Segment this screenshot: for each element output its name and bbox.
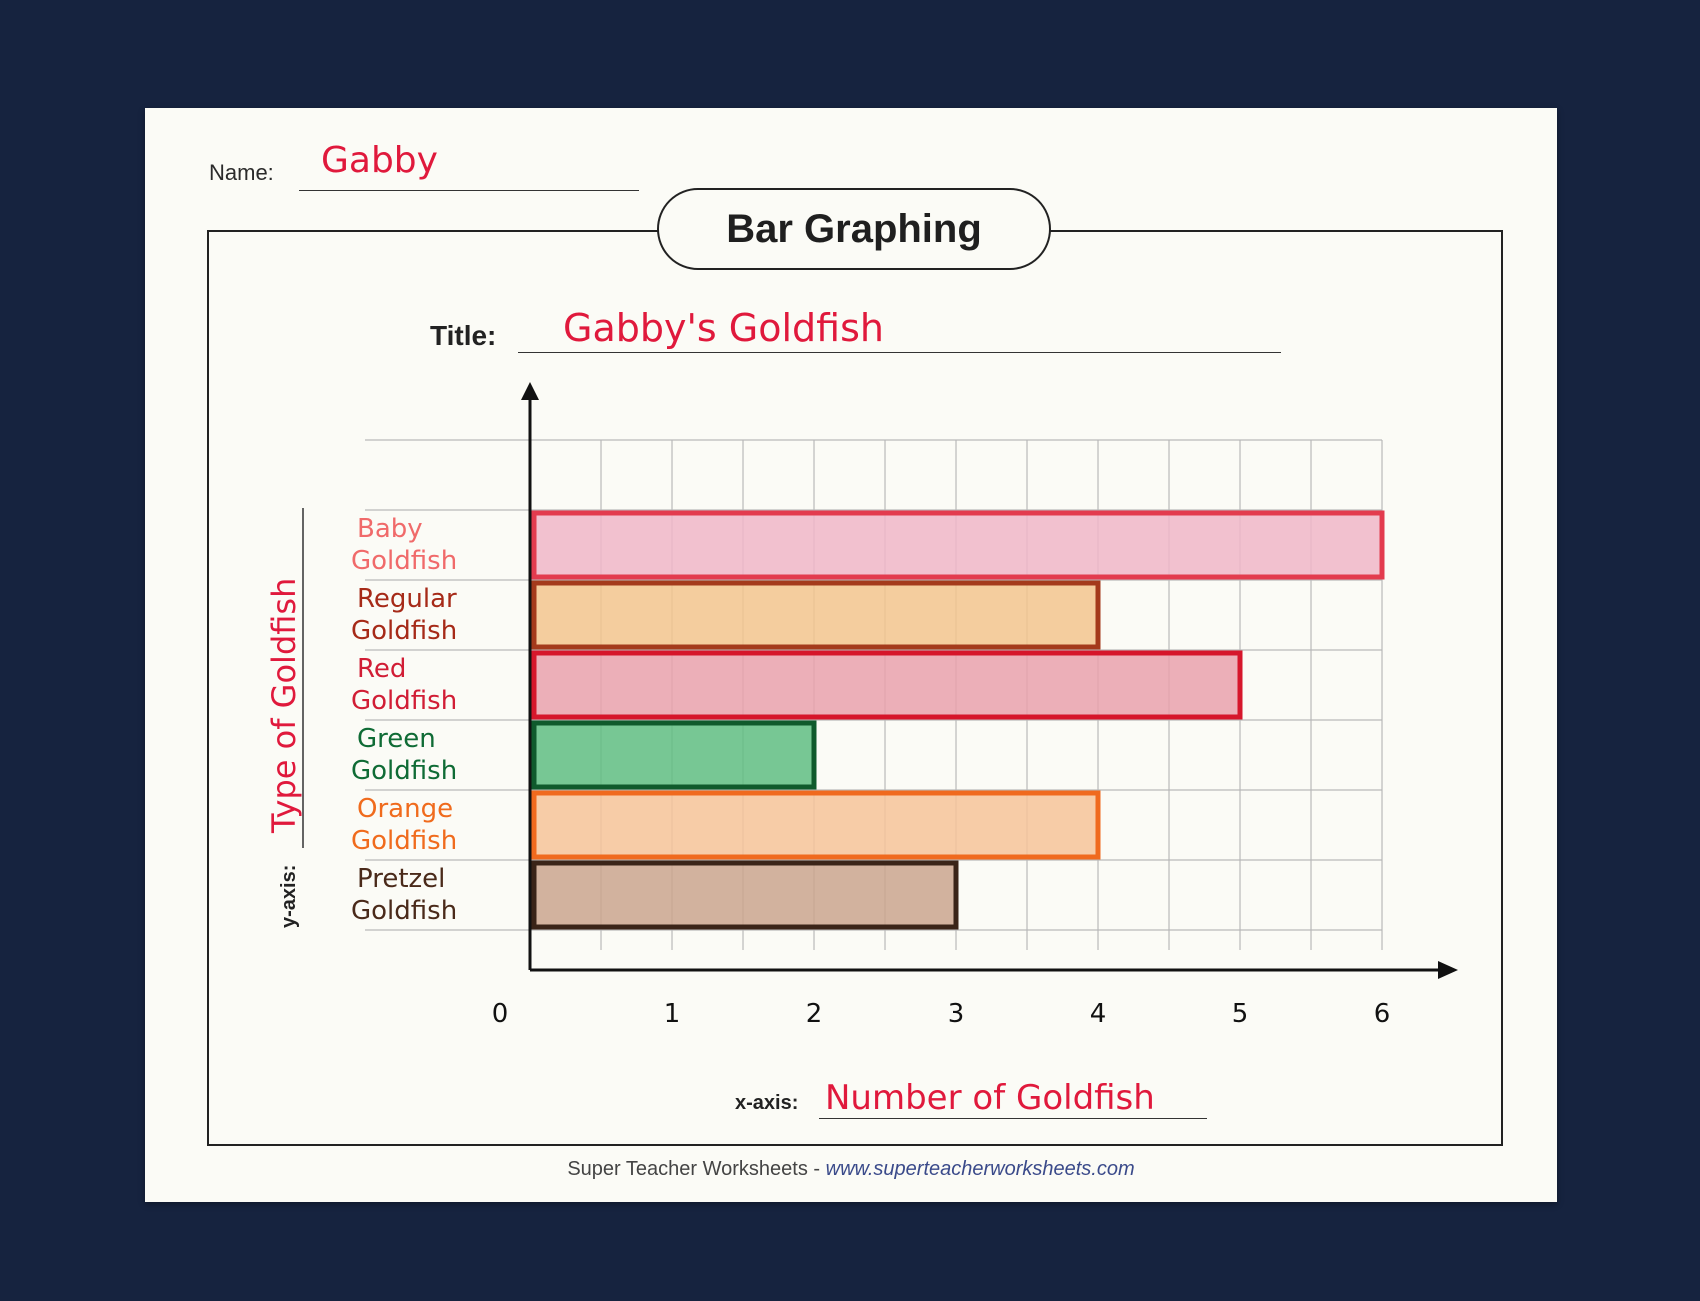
- x-axis-arrow-icon: [1438, 961, 1458, 979]
- x-axis-label: x-axis:: [735, 1092, 799, 1114]
- title-underline: [518, 352, 1281, 353]
- category-label: Baby Goldfish: [351, 514, 457, 576]
- bar-chart: 0 1 2 3 4 5 6 Baby Goldfish Regular Goldfish Red Gol…: [265, 382, 1458, 1029]
- x-tick-label: 6: [1374, 999, 1391, 1029]
- footer-brand: Super Teacher Worksheets: [567, 1158, 808, 1180]
- bar: [531, 510, 1385, 580]
- bar: [531, 860, 959, 930]
- y-axis-label: y-axis:: [278, 865, 300, 928]
- x-tick-label: 1: [664, 999, 681, 1029]
- name-row: Name: Gabby: [209, 140, 659, 200]
- category-label: Regular Goldfish: [351, 584, 457, 646]
- y-axis-caption: y-axis: Type of Goldfish: [265, 508, 304, 928]
- x-tick-label: 4: [1090, 999, 1107, 1029]
- bar: [531, 790, 1101, 860]
- y-axis-title: Type of Goldfish: [265, 578, 303, 834]
- worksheet-paper: Name: Gabby Bar Graphing Title: Gabby's …: [145, 108, 1557, 1202]
- footer: Super Teacher Worksheets - www.superteac…: [145, 1158, 1557, 1181]
- x-tick-label: 3: [948, 999, 965, 1029]
- category-label: Orange Goldfish: [351, 794, 457, 856]
- bar: [531, 580, 1101, 650]
- bar: [531, 720, 817, 790]
- category-label: Green Goldfish: [351, 724, 457, 786]
- footer-url[interactable]: www.superteacherworksheets.com: [825, 1158, 1135, 1180]
- chart-title: Gabby's Goldfish: [563, 306, 884, 350]
- x-axis-row: x-axis: Number of Goldfish: [735, 1068, 1207, 1128]
- name-underline: [299, 190, 639, 191]
- y-axis-arrow-icon: [521, 382, 539, 400]
- name-label: Name:: [209, 160, 274, 185]
- title-label: Title:: [430, 320, 497, 351]
- category-label: Red Goldfish: [351, 654, 457, 716]
- footer-separator: -: [807, 1158, 826, 1180]
- x-axis-underline: [819, 1118, 1207, 1119]
- title-row: Title: Gabby's Goldfish: [430, 298, 1290, 358]
- bar: [531, 650, 1243, 720]
- x-tick-label: 0: [492, 999, 509, 1029]
- x-tick-label: 5: [1232, 999, 1249, 1029]
- name-value: Gabby: [321, 140, 438, 181]
- x-axis-title: Number of Goldfish: [825, 1078, 1155, 1118]
- category-label: Pretzel Goldfish: [351, 864, 457, 926]
- worksheet-banner: Bar Graphing: [657, 188, 1051, 270]
- x-tick-label: 2: [806, 999, 823, 1029]
